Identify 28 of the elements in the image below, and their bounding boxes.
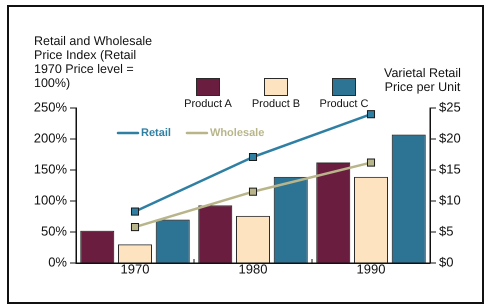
y2-tick-label: $0 <box>439 254 454 270</box>
legend-label: Product A <box>184 98 232 110</box>
y2-tick-label: $5 <box>439 224 454 239</box>
y2-tick-label: $25 <box>439 100 461 115</box>
y-tick-label: 50% <box>40 224 68 239</box>
y-tick-label: 250% <box>34 100 68 115</box>
y2-tick-label: $10 <box>439 192 461 208</box>
point <box>248 152 258 162</box>
x-tick-label: 1980 <box>238 261 268 276</box>
y-tick-label: 0% <box>48 254 68 270</box>
x-tick-label: 1990 <box>356 261 386 276</box>
y-tick-label: 150% <box>34 162 68 177</box>
y-tick-label: 100% <box>34 192 68 208</box>
y-axis-title: Retail and Wholesale Price Index (Retail 1970 Price level = 100%) <box>34 34 154 90</box>
point <box>130 208 140 216</box>
point <box>366 158 376 167</box>
legend-label: Product B <box>252 98 300 110</box>
y-tick-label: 200% <box>34 130 68 146</box>
y2-tick-label: $15 <box>439 162 461 177</box>
text: Wholesale <box>210 127 264 140</box>
legend-label: Product C <box>320 98 368 110</box>
x-tick-label: 1970 <box>120 261 150 276</box>
point <box>366 110 376 118</box>
text: Retail <box>141 127 171 140</box>
y2-tick-label: $20 <box>439 130 461 146</box>
y2-axis-title: Varietal Retail Price per Unit <box>383 66 462 94</box>
point <box>248 188 258 196</box>
point <box>130 223 140 232</box>
